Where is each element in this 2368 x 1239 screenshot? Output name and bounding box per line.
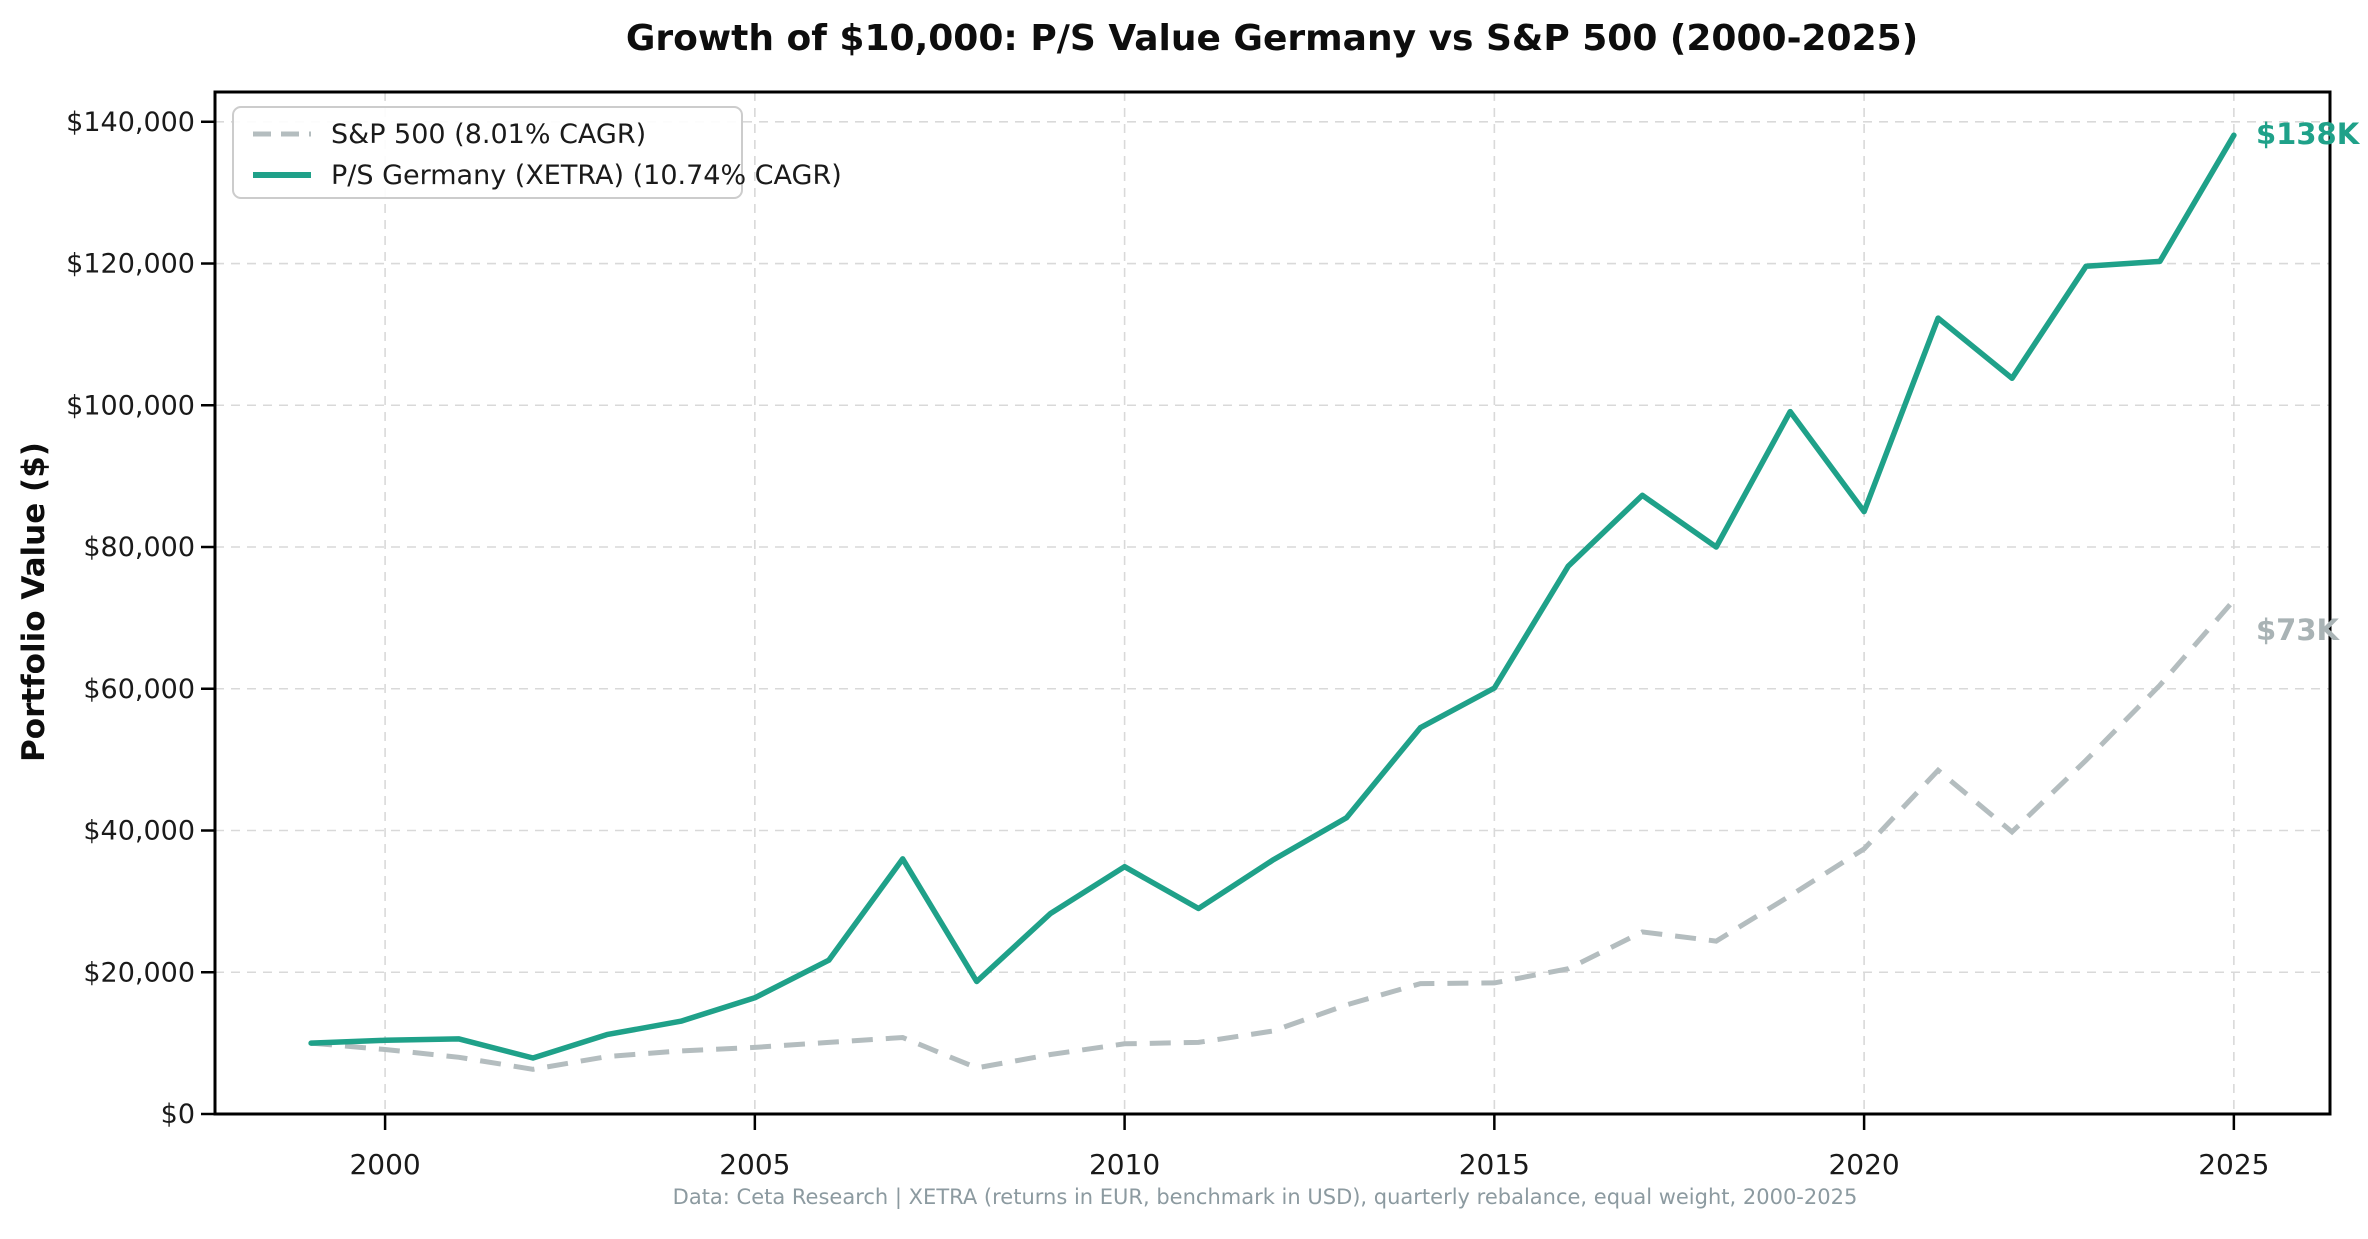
sp500-end-value-label: $73K bbox=[2256, 613, 2341, 647]
x-tick-label: 2000 bbox=[349, 1148, 420, 1181]
axis-tick-labels: 2000 2005 2010 2015 2020 2025 $0 $20,000 $40,000… bbox=[66, 107, 2269, 1181]
y-tick-label: $0 bbox=[161, 1099, 195, 1130]
y-tick-label: $140,000 bbox=[66, 107, 195, 138]
y-tick-label: $120,000 bbox=[66, 249, 195, 280]
x-tick-label: 2020 bbox=[1828, 1148, 1899, 1181]
legend-box bbox=[232, 106, 743, 199]
chart-title: Growth of $10,000: P/S Value Germany vs … bbox=[626, 18, 1918, 59]
x-tick-label: 2005 bbox=[719, 1148, 790, 1181]
sp500-series-line bbox=[310, 598, 2236, 1072]
germany-legend-label: P/S Germany (XETRA) (10.74% CAGR) bbox=[331, 160, 842, 191]
data-source-caption: Data: Ceta Research | XETRA (returns in … bbox=[673, 1185, 1858, 1210]
germany-end-value-label: $138K bbox=[2256, 117, 2361, 151]
germany-series-line bbox=[308, 132, 2237, 1061]
axis-tick-marks bbox=[201, 120, 2236, 1130]
sp500-legend-label: S&P 500 (8.01% CAGR) bbox=[331, 119, 646, 150]
y-axis-label: Portfolio Value ($) bbox=[16, 442, 52, 762]
x-tick-label: 2025 bbox=[2198, 1148, 2269, 1181]
x-tick-label: 2010 bbox=[1089, 1148, 1160, 1181]
y-tick-label: $80,000 bbox=[83, 532, 195, 563]
gridlines bbox=[215, 92, 2330, 1114]
y-tick-label: $60,000 bbox=[83, 674, 195, 705]
x-tick-label: 2015 bbox=[1459, 1148, 1530, 1181]
y-tick-label: $40,000 bbox=[83, 816, 195, 847]
y-tick-label: $100,000 bbox=[66, 390, 195, 421]
plot-frame bbox=[213, 90, 2332, 1116]
legend: S&P 500 (8.01% CAGR) P/S Germany (XETRA)… bbox=[232, 106, 842, 199]
y-tick-label: $20,000 bbox=[83, 957, 195, 988]
